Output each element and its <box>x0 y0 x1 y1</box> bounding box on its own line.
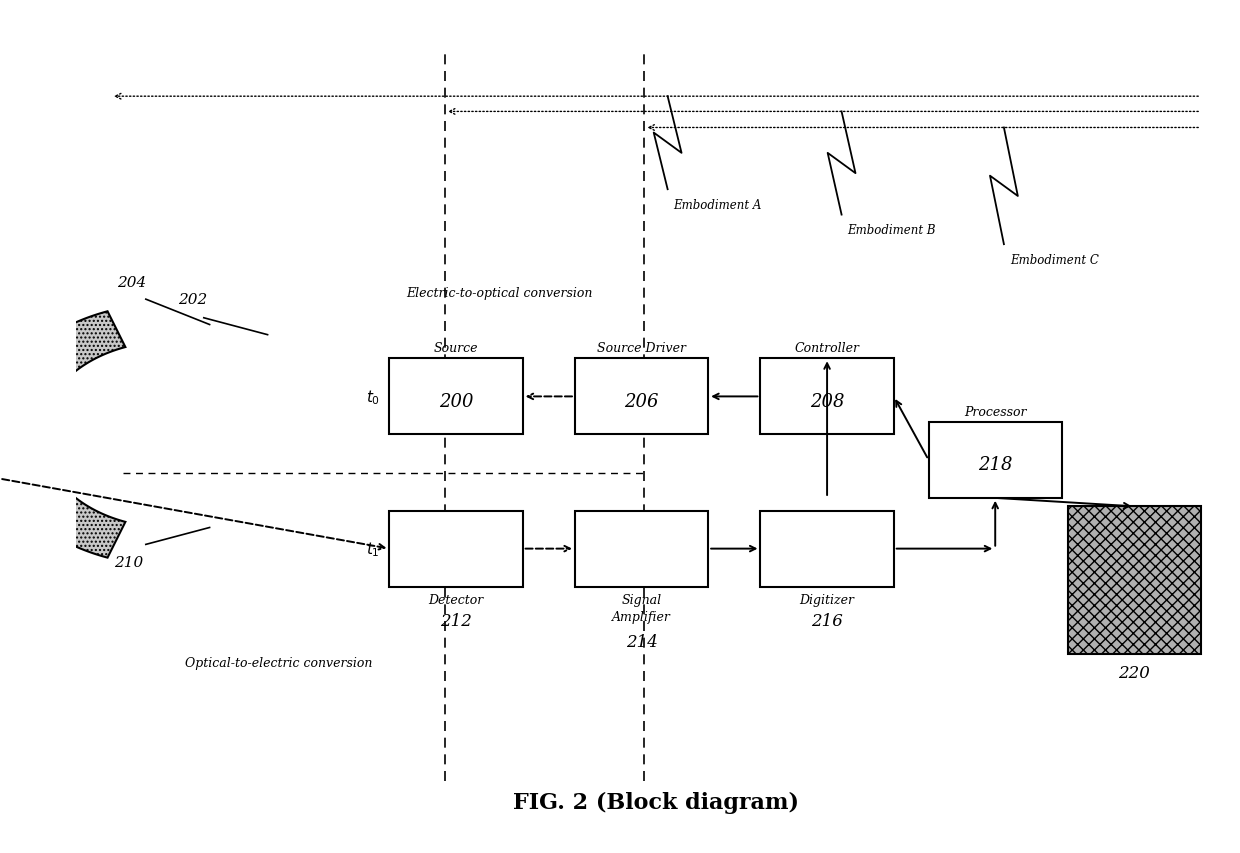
Text: Embodiment B: Embodiment B <box>847 223 936 237</box>
Text: FIG. 2 (Block diagram): FIG. 2 (Block diagram) <box>513 792 799 814</box>
Text: Detector: Detector <box>428 594 484 606</box>
Text: $t_0$: $t_0$ <box>366 387 379 406</box>
Bar <box>760 359 894 435</box>
Text: Electric-to-optical conversion: Electric-to-optical conversion <box>407 287 593 299</box>
Text: Embodiment C: Embodiment C <box>1009 253 1099 266</box>
Text: Optical-to-electric conversion: Optical-to-electric conversion <box>186 656 373 670</box>
Text: 202: 202 <box>177 293 207 306</box>
Text: Embodiment A: Embodiment A <box>673 199 761 212</box>
Text: $t_1$: $t_1$ <box>366 540 379 559</box>
Text: Processor: Processor <box>963 405 1027 418</box>
Bar <box>760 511 894 587</box>
Text: 204: 204 <box>118 276 146 290</box>
Bar <box>929 422 1061 498</box>
Bar <box>1068 507 1202 654</box>
Text: 212: 212 <box>440 612 472 630</box>
Text: Source: Source <box>434 342 479 355</box>
Text: Digitizer: Digitizer <box>800 594 854 606</box>
Bar <box>575 511 708 587</box>
Text: 220: 220 <box>1118 664 1151 682</box>
Text: 210: 210 <box>114 555 143 569</box>
Bar <box>575 359 708 435</box>
Text: Signal: Signal <box>621 594 662 606</box>
Text: Amplifier: Amplifier <box>613 611 671 624</box>
Polygon shape <box>0 312 125 558</box>
Text: 218: 218 <box>978 456 1013 473</box>
Text: Controller: Controller <box>795 342 859 355</box>
Text: 214: 214 <box>626 634 657 651</box>
Text: 200: 200 <box>439 392 474 410</box>
Bar <box>389 359 523 435</box>
Text: Source Driver: Source Driver <box>596 342 686 355</box>
Bar <box>389 511 523 587</box>
Text: 216: 216 <box>811 612 843 630</box>
Text: 208: 208 <box>810 392 844 410</box>
Text: 206: 206 <box>624 392 658 410</box>
